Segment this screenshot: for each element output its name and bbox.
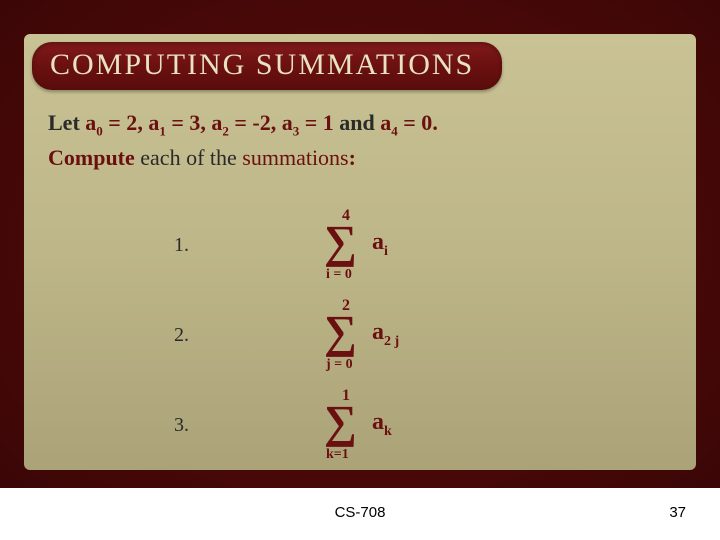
expr-var: a xyxy=(372,409,384,435)
footer-page-number: 37 xyxy=(669,504,686,521)
middle-text: each of the xyxy=(140,145,237,170)
term-a2: a2 = -2 xyxy=(211,110,270,135)
expr-var: a xyxy=(372,319,384,345)
term-var: a xyxy=(380,110,391,135)
sigma-expression: a2 j xyxy=(372,319,399,350)
sigma-lower: i = 0 xyxy=(326,267,352,283)
term-var: a xyxy=(85,110,96,135)
term-var: a xyxy=(211,110,222,135)
colon: : xyxy=(349,145,356,170)
slide-title: COMPUTING SUMMATIONS xyxy=(32,42,502,90)
term-eq: = 0 xyxy=(403,110,432,135)
sigma-symbol: ∑ xyxy=(324,219,357,265)
footer-course-code: CS-708 xyxy=(0,504,720,521)
expr-var: a xyxy=(372,229,384,255)
expr-sub: k xyxy=(384,424,392,439)
problem-statement: Let a0 = 2, a1 = 3, a2 = -2, a3 = 1 and … xyxy=(48,106,672,174)
term-sub: 2 xyxy=(222,123,229,138)
term-eq: = 1 xyxy=(305,110,334,135)
summation-3: 1 ∑ k=1 ak xyxy=(324,389,414,461)
term-eq: = 3 xyxy=(171,110,200,135)
let-label: Let xyxy=(48,110,80,135)
term-var: a xyxy=(282,110,293,135)
sigma-expression: ak xyxy=(372,409,392,440)
term-sub: 1 xyxy=(159,123,166,138)
and-label: and xyxy=(339,110,374,135)
term-var: a xyxy=(148,110,159,135)
sigma-lower: k=1 xyxy=(326,447,349,463)
term-a4: a4 = 0 xyxy=(380,110,432,135)
expr-sub: i xyxy=(384,244,388,259)
list-item: 2. 2 ∑ j = 0 a2 j xyxy=(174,292,414,378)
sigma-symbol: ∑ xyxy=(324,399,357,445)
item-number: 2. xyxy=(174,324,324,347)
summations-label: summations xyxy=(242,145,348,170)
expr-sub: 2 j xyxy=(384,334,399,349)
content-panel: COMPUTING SUMMATIONS Let a0 = 2, a1 = 3,… xyxy=(24,34,696,470)
list-item: 1. 4 ∑ i = 0 ai xyxy=(174,202,414,288)
term-eq: = -2 xyxy=(234,110,270,135)
sigma-lower: j = 0 xyxy=(326,357,353,373)
summation-2: 2 ∑ j = 0 a2 j xyxy=(324,299,414,371)
term-sub: 0 xyxy=(96,123,103,138)
term-sub: 3 xyxy=(293,123,300,138)
item-number: 3. xyxy=(174,414,324,437)
term-eq: = 2 xyxy=(108,110,137,135)
summation-list: 1. 4 ∑ i = 0 ai 2. 2 ∑ j = 0 a2 j 3. 1 ∑… xyxy=(174,202,414,472)
summation-1: 4 ∑ i = 0 ai xyxy=(324,209,414,281)
sigma-expression: ai xyxy=(372,229,388,260)
term-a1: a1 = 3 xyxy=(148,110,200,135)
term-sub: 4 xyxy=(391,123,398,138)
compute-label: Compute xyxy=(48,145,135,170)
term-a0: a0 = 2 xyxy=(85,110,137,135)
footer: CS-708 37 xyxy=(0,488,720,540)
term-a3: a3 = 1 xyxy=(282,110,334,135)
sigma-symbol: ∑ xyxy=(324,309,357,355)
list-item: 3. 1 ∑ k=1 ak xyxy=(174,382,414,468)
item-number: 1. xyxy=(174,234,324,257)
